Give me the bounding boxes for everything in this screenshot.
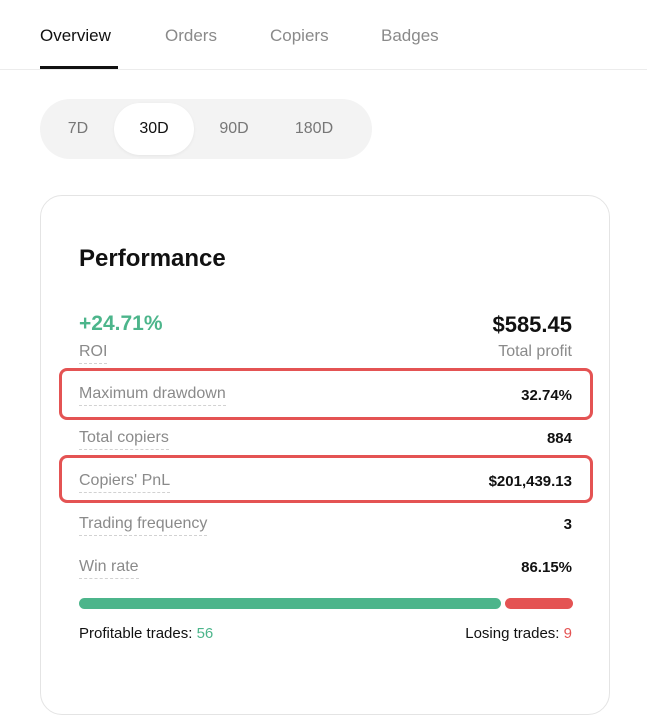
period-option-180d[interactable]: 180D xyxy=(294,120,334,137)
profitable-trades-count: 56 xyxy=(196,625,214,642)
period-option-7d[interactable]: 7D xyxy=(67,120,89,137)
highlight-box-copiers-pnl xyxy=(59,455,593,503)
roi-value: +24.71% xyxy=(79,312,163,335)
highlight-box-drawdown xyxy=(59,368,593,420)
period-option-30d[interactable]: 30D xyxy=(114,103,194,155)
total-profit-value: $585.45 xyxy=(492,312,572,337)
tab-badges[interactable]: Badges xyxy=(381,26,439,45)
tab-bar: Overview Orders Copiers Badges xyxy=(0,0,647,70)
profitable-trades-label: Profitable trades: xyxy=(79,625,193,642)
tab-copiers[interactable]: Copiers xyxy=(270,26,329,45)
losing-trades-label: Losing trades: xyxy=(465,625,560,642)
active-tab-indicator xyxy=(40,66,118,69)
roi-label[interactable]: ROI xyxy=(79,343,108,364)
metric-label-trading-frequency[interactable]: Trading frequency xyxy=(79,515,208,536)
metric-label-win-rate[interactable]: Win rate xyxy=(79,558,139,579)
performance-title: Performance xyxy=(79,245,226,272)
period-selector: 7D 30D 90D 180D xyxy=(40,99,372,159)
metric-label-copiers-pnl[interactable]: Copiers' PnL xyxy=(79,472,171,493)
metric-value-max-drawdown: 32.74% xyxy=(521,387,572,404)
metric-value-trading-frequency: 3 xyxy=(563,516,572,533)
profitable-trades: Profitable trades: 56 xyxy=(79,625,213,642)
performance-card: Performance +24.71% $585.45 ROI Total pr… xyxy=(40,195,610,715)
win-rate-bar-profitable xyxy=(79,598,501,609)
losing-trades: Losing trades: 9 xyxy=(465,625,572,642)
metric-value-copiers-pnl: $201,439.13 xyxy=(488,473,572,490)
total-profit-label: Total profit xyxy=(498,343,572,360)
period-option-90d[interactable]: 90D xyxy=(219,120,249,137)
tab-orders[interactable]: Orders xyxy=(165,26,217,45)
metric-value-total-copiers: 884 xyxy=(546,430,572,447)
metric-value-win-rate: 86.15% xyxy=(521,559,572,576)
metric-label-max-drawdown[interactable]: Maximum drawdown xyxy=(79,385,226,406)
tab-overview[interactable]: Overview xyxy=(40,26,111,45)
metric-label-total-copiers[interactable]: Total copiers xyxy=(79,429,169,450)
losing-trades-count: 9 xyxy=(563,625,572,642)
win-rate-bar-losing xyxy=(505,598,573,609)
